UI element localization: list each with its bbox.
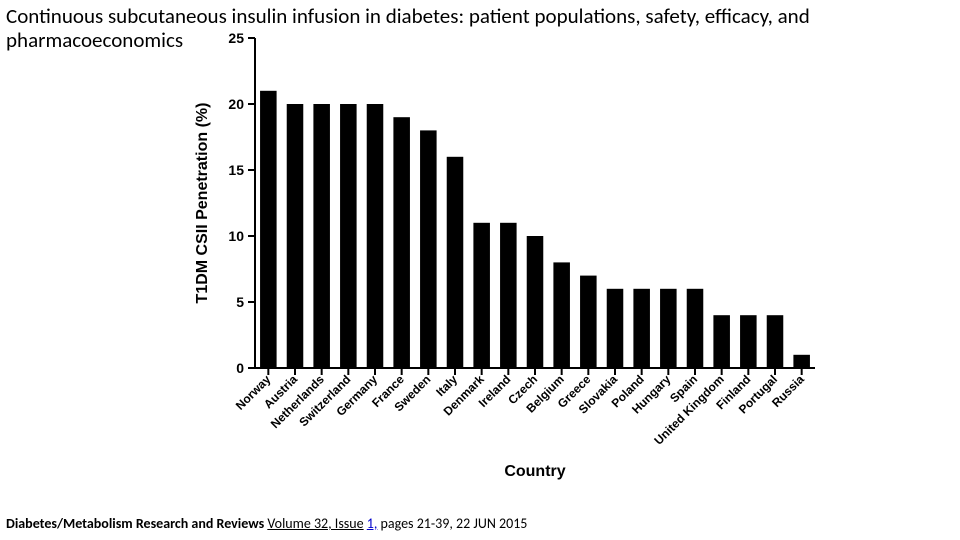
- bar: [500, 223, 517, 368]
- bar: [580, 276, 597, 368]
- svg-text:10: 10: [228, 228, 244, 244]
- csii-penetration-chart: 0510152025T1DM CSII Penetration (%)Norwa…: [175, 30, 895, 500]
- bar: [713, 315, 730, 368]
- bar: [473, 223, 490, 368]
- bar: [420, 130, 437, 368]
- bar: [687, 289, 704, 368]
- svg-text:0: 0: [236, 360, 244, 376]
- svg-text:Country: Country: [504, 463, 565, 480]
- bar: [447, 157, 464, 368]
- bar: [553, 262, 570, 368]
- svg-text:20: 20: [228, 96, 244, 112]
- bar: [767, 315, 784, 368]
- svg-text:25: 25: [228, 30, 244, 46]
- citation-issue: 1,: [367, 515, 378, 532]
- citation-volume: Volume 32, Issue: [267, 515, 363, 532]
- bar: [793, 355, 810, 368]
- bar: [527, 236, 544, 368]
- citation-pages: pages 21-39, 22 JUN 2015: [381, 515, 528, 532]
- bar: [393, 117, 410, 368]
- bar: [260, 91, 277, 368]
- citation-journal: Diabetes/Metabolism Research and Reviews: [6, 515, 264, 532]
- citation: Diabetes/Metabolism Research and Reviews…: [6, 515, 527, 532]
- bar: [313, 104, 330, 368]
- svg-text:15: 15: [228, 162, 244, 178]
- svg-text:T1DM CSII Penetration (%): T1DM CSII Penetration (%): [194, 103, 211, 304]
- bar: [367, 104, 384, 368]
- bar: [287, 104, 304, 368]
- svg-text:5: 5: [236, 294, 244, 310]
- bar: [633, 289, 650, 368]
- bar: [740, 315, 757, 368]
- bar: [607, 289, 624, 368]
- bar: [340, 104, 357, 368]
- bar: [660, 289, 677, 368]
